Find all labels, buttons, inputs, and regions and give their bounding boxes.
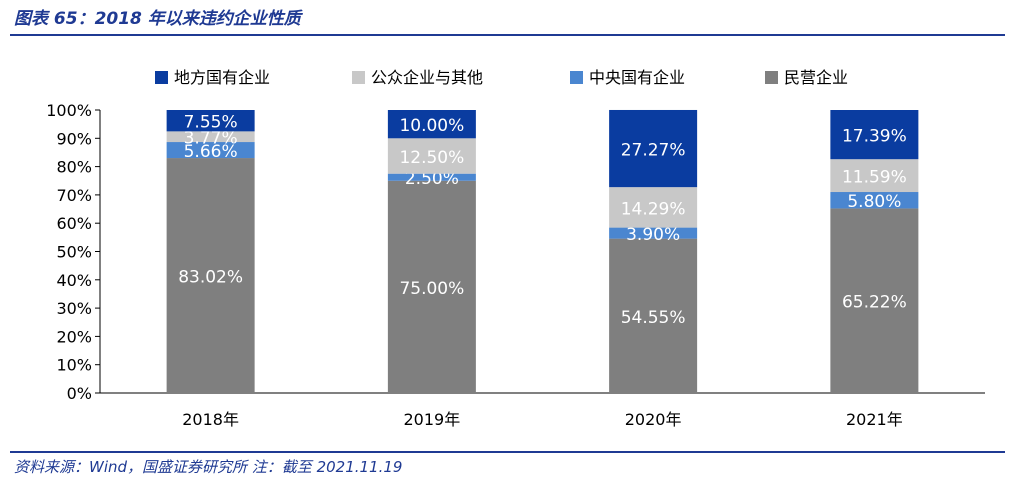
legend-swatch <box>570 71 583 84</box>
data-label: 11.59% <box>842 168 907 188</box>
data-label: 27.27% <box>621 141 686 161</box>
bar-segment <box>166 142 255 159</box>
y-tick-label: 60% <box>56 214 92 233</box>
source-rule <box>10 451 1005 453</box>
data-label: 83.02% <box>178 268 243 288</box>
data-label: 5.80% <box>847 192 901 212</box>
bar-segment <box>609 238 698 393</box>
legend-swatch <box>352 71 365 84</box>
data-label: 5.66% <box>184 142 238 162</box>
bar-segment <box>387 180 476 393</box>
x-tick-label: 2019年 <box>404 410 461 429</box>
stacked-bar-chart: 0% 10% 20% 30% 40% 50% 60% 70% 80% 90% 100% 83.02% 5… <box>46 68 985 429</box>
data-label: 17.39% <box>842 127 907 147</box>
data-label: 2.50% <box>405 169 459 189</box>
bar-segment <box>609 187 698 228</box>
bar-segment <box>387 110 476 139</box>
legend-swatch <box>765 71 778 84</box>
data-label: 12.50% <box>399 148 464 168</box>
bar-segment <box>387 138 476 174</box>
y-tick-label: 30% <box>56 299 92 318</box>
legend-label: 地方国有企业 <box>174 68 270 87</box>
y-tick-label: 10% <box>56 356 92 375</box>
x-tick-label: 2018年 <box>182 410 239 429</box>
legend-label: 中央国有企业 <box>589 68 685 87</box>
y-tick-label: 100% <box>46 101 92 120</box>
y-tick-label: 0% <box>67 384 92 403</box>
bar-segment <box>609 227 698 239</box>
data-label: 75.00% <box>399 279 464 299</box>
y-tick-label: 70% <box>56 186 92 205</box>
title-rule <box>10 34 1005 36</box>
data-label: 7.55% <box>184 113 238 133</box>
bar-segment <box>830 208 919 393</box>
legend-label: 公众企业与其他 <box>371 68 483 87</box>
legend-swatch <box>155 71 168 84</box>
y-tick-label: 80% <box>56 158 92 177</box>
data-label: 10.00% <box>399 116 464 136</box>
bar-segment <box>166 158 255 393</box>
x-tick-label: 2020年 <box>625 410 682 429</box>
bar-segment <box>387 173 476 181</box>
y-tick-label: 50% <box>56 243 92 262</box>
bar-segment <box>830 159 919 193</box>
figure-title: 图表 65：2018 年以来违约企业性质 <box>14 9 301 29</box>
y-tick-label: 40% <box>56 271 92 290</box>
data-label: 54.55% <box>621 308 686 328</box>
source-note: 资料来源：Wind，国盛证券研究所 注：截至 2021.11.19 <box>14 458 403 476</box>
data-label: 14.29% <box>621 199 686 219</box>
bar-segment <box>830 192 919 209</box>
bar-segment <box>166 131 255 143</box>
y-tick-label: 90% <box>56 129 92 148</box>
legend-label: 民营企业 <box>784 68 848 87</box>
x-tick-label: 2021年 <box>846 410 903 429</box>
y-tick-label: 20% <box>56 327 92 346</box>
bar-segment <box>609 109 698 188</box>
data-label: 3.77% <box>184 129 238 149</box>
bar-segment <box>830 110 919 160</box>
data-label: 65.22% <box>842 293 907 313</box>
bar-segment <box>166 110 255 132</box>
data-label: 3.90% <box>626 225 680 245</box>
